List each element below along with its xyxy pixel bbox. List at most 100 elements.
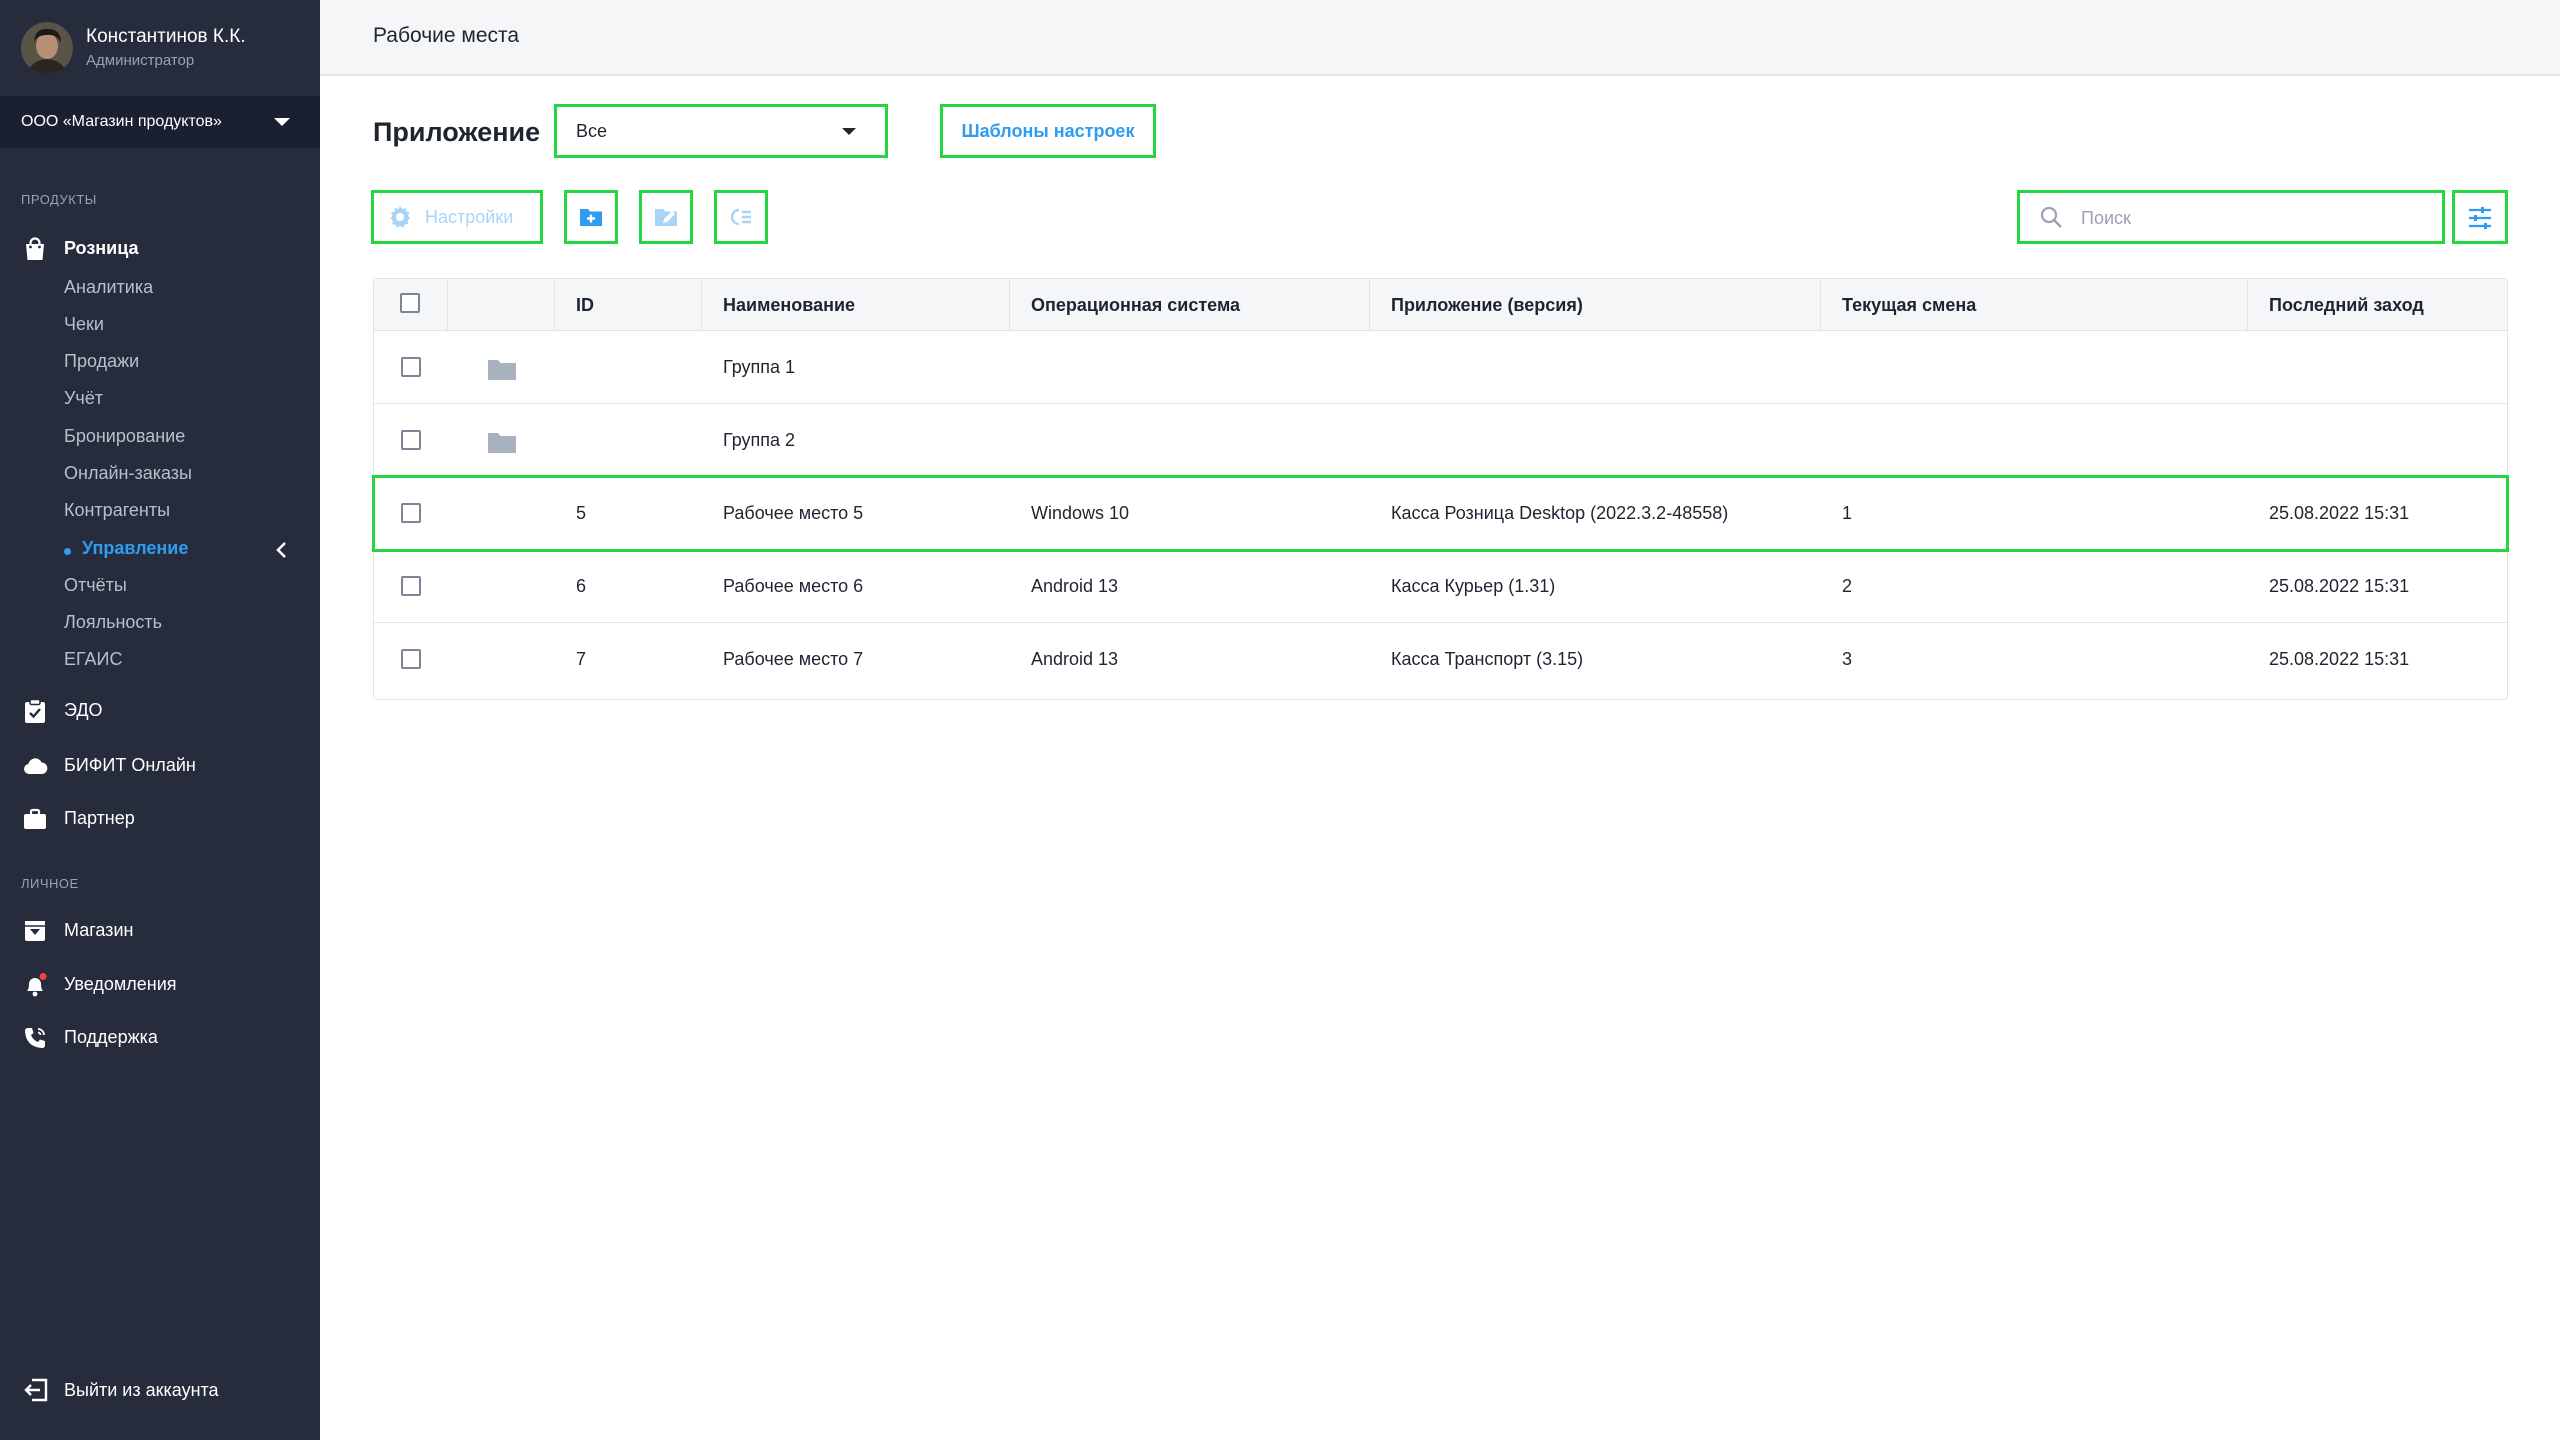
main-content: Приложение Все Шаблоны настроек Настройк…: [320, 76, 2560, 1440]
nav-bifit-label: БИФИТ Онлайн: [64, 755, 196, 775]
cell-last-login: 25.08.2022 15:31: [2269, 503, 2410, 523]
bell-icon: [27, 973, 47, 997]
table-row[interactable]: 6 Рабочее место 6 Android 13 Касса Курье…: [374, 550, 2507, 623]
table-row[interactable]: 5 Рабочее место 5 Windows 10 Касса Розни…: [372, 475, 2509, 552]
top-bar: Рабочие места: [320, 0, 2560, 76]
nav-edo[interactable]: ЭДО: [0, 690, 320, 730]
nav-item-egais[interactable]: ЕГАИС: [64, 649, 123, 669]
user-name: Константинов К.К.: [86, 26, 246, 47]
sidebar: Константинов К.К. Администратор ООО «Маг…: [0, 0, 320, 1440]
select-all-column: [374, 279, 448, 330]
cell-name: Рабочее место 7: [723, 649, 864, 669]
workstations-table: ID Наименование Операционная система При…: [372, 278, 2509, 700]
nav-item-reports[interactable]: Отчёты: [64, 575, 127, 595]
cell-os: Android 13: [1031, 649, 1119, 669]
cell-current-shift: 1: [1842, 503, 1853, 523]
search-input[interactable]: [2079, 204, 2423, 232]
phone-icon: [25, 1028, 45, 1048]
section-title-products: ПРОДУКТЫ: [21, 192, 97, 207]
settings-label: Настройки: [425, 207, 514, 227]
caret-down-icon: [842, 128, 856, 135]
nav-item-counterparties[interactable]: Контрагенты: [64, 500, 171, 520]
column-header-name[interactable]: Наименование: [702, 279, 1010, 330]
cell-last-login: 25.08.2022 15:31: [2269, 649, 2410, 669]
column-header-app-version[interactable]: Приложение (версия): [1370, 279, 1821, 330]
cell-name: Рабочее место 5: [723, 503, 864, 523]
chevron-left-icon[interactable]: [272, 540, 292, 560]
table-row-group[interactable]: Группа 1: [374, 331, 2507, 404]
nav-item-loyalty[interactable]: Лояльность: [64, 612, 163, 632]
move-items-button[interactable]: [714, 190, 768, 244]
folder-add-icon: [580, 209, 602, 226]
organization-selector[interactable]: ООО «Магазин продуктов»: [0, 96, 320, 148]
edit-folder-button[interactable]: [639, 190, 693, 244]
search-box[interactable]: [2017, 190, 2445, 244]
nav-partner[interactable]: Партнер: [0, 798, 320, 838]
application-filter-label: Приложение: [373, 117, 541, 147]
nav-bifit-online[interactable]: БИФИТ Онлайн: [0, 745, 320, 785]
table-row-group[interactable]: Группа 2: [374, 404, 2507, 477]
settings-button[interactable]: Настройки: [371, 190, 543, 244]
table-row[interactable]: 7 Рабочее место 7 Android 13 Касса Транс…: [374, 623, 2507, 696]
application-select-value: Все: [576, 121, 608, 141]
column-header-last-login[interactable]: Последний заход: [2269, 295, 2424, 315]
folder-icon: [488, 360, 516, 380]
cell-id: 5: [576, 503, 587, 523]
column-header-os[interactable]: Операционная система: [1010, 279, 1370, 330]
row-checkbox[interactable]: [401, 430, 421, 450]
section-title-personal: ЛИЧНОЕ: [21, 876, 79, 891]
nav-item-sales[interactable]: Продажи: [64, 351, 140, 371]
settings-templates-label: Шаблоны настроек: [961, 121, 1135, 141]
cell-id: 7: [576, 649, 587, 669]
store-icon: [25, 921, 45, 941]
folder-icon: [488, 433, 516, 453]
nav-item-accounting[interactable]: Учёт: [64, 388, 104, 408]
row-checkbox[interactable]: [401, 649, 421, 669]
cell-current-shift: 2: [1842, 576, 1853, 596]
filter-settings-button[interactable]: [2452, 190, 2508, 244]
active-indicator: [64, 548, 71, 555]
column-header-current-shift[interactable]: Текущая смена: [1821, 279, 2248, 330]
cell-app-version: Касса Транспорт (3.15): [1391, 649, 1584, 669]
cell-app-version: Касса Курьер (1.31): [1391, 576, 1556, 596]
folder-edit-icon: [655, 209, 677, 226]
nav-notifications-label: Уведомления: [64, 974, 177, 994]
row-checkbox[interactable]: [401, 503, 421, 523]
nav-item-online-orders[interactable]: Онлайн-заказы: [64, 463, 192, 483]
cloud-icon: [24, 758, 48, 775]
nav-notifications[interactable]: Уведомления: [0, 964, 320, 1004]
settings-templates-button[interactable]: Шаблоны настроек: [940, 104, 1156, 158]
gear-icon: [390, 206, 410, 228]
cell-os: Windows 10: [1031, 503, 1130, 523]
nav-item-booking[interactable]: Бронирование: [64, 426, 186, 446]
row-checkbox[interactable]: [401, 357, 421, 377]
logout-button[interactable]: Выйти из аккаунта: [0, 1372, 320, 1412]
avatar[interactable]: [21, 22, 73, 74]
nav-item-management[interactable]: Управление: [82, 538, 189, 558]
nav-item-receipts[interactable]: Чеки: [64, 314, 104, 334]
row-checkbox[interactable]: [401, 576, 421, 596]
logout-label: Выйти из аккаунта: [64, 1380, 219, 1400]
cell-os: Android 13: [1031, 576, 1119, 596]
column-header-id[interactable]: ID: [555, 279, 702, 330]
clipboard-check-icon: [25, 698, 45, 723]
table-header: ID Наименование Операционная система При…: [374, 279, 2507, 331]
user-profile[interactable]: Константинов К.К. Администратор: [0, 0, 320, 96]
nav-shop[interactable]: Магазин: [0, 910, 320, 950]
nav-retail[interactable]: Розница: [0, 228, 320, 268]
cell-app-version: Касса Розница Desktop (2022.3.2-48558): [1391, 503, 1729, 523]
organization-name: ООО «Магазин продуктов»: [21, 113, 222, 130]
user-role: Администратор: [86, 52, 195, 69]
page-title: Рабочие места: [373, 24, 520, 47]
nav-shop-label: Магазин: [64, 920, 134, 940]
nav-partner-label: Партнер: [64, 808, 135, 828]
add-folder-button[interactable]: [564, 190, 618, 244]
nav-support[interactable]: Поддержка: [0, 1017, 320, 1057]
select-all-checkbox[interactable]: [400, 293, 420, 313]
type-column: [448, 279, 555, 330]
shopping-bag-icon: [26, 237, 44, 260]
nav-item-analytics[interactable]: Аналитика: [64, 277, 154, 297]
logout-icon: [24, 1378, 48, 1402]
application-select[interactable]: Все: [554, 104, 888, 158]
list-indent-icon: [730, 208, 751, 226]
